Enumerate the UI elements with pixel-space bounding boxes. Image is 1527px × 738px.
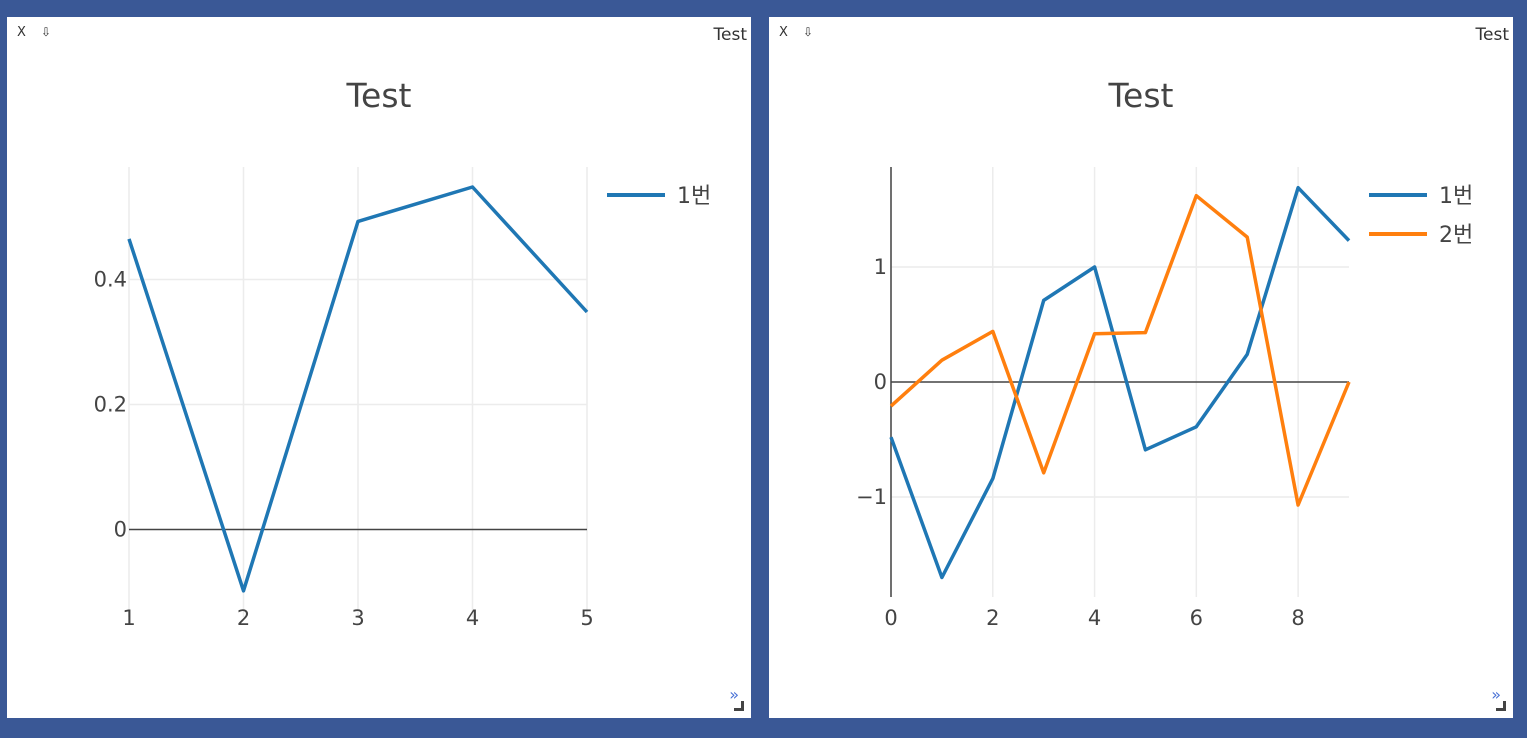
x-tick-label: 0	[884, 606, 897, 630]
x-tick-label: 2	[237, 606, 250, 630]
close-icon[interactable]: X	[779, 25, 788, 40]
close-icon[interactable]: X	[17, 25, 26, 40]
x-tick-label: 2	[986, 606, 999, 630]
expand-icon[interactable]: »	[1491, 685, 1501, 704]
y-tick-label: 0.4	[94, 268, 127, 292]
resize-handle[interactable]	[1496, 701, 1506, 711]
expand-icon[interactable]: »	[729, 685, 739, 704]
chart-title: Test	[346, 76, 412, 115]
line-chart-1: Test 1 2 3 4 5 0 0.2 0.4 1번	[94, 76, 712, 630]
legend-label: 1번	[1439, 184, 1473, 209]
chart-panel-2: X ⇩ Test Test 0 2 4 6 8 −1 0 1 1번 2번 »	[769, 17, 1513, 718]
series-line	[889, 185, 1351, 580]
pin-icon[interactable]: ⇩	[803, 25, 814, 39]
pin-icon[interactable]: ⇩	[41, 25, 52, 39]
x-tick-label: 4	[1088, 606, 1101, 630]
y-tick-label: 1	[874, 255, 887, 279]
y-tick-label: −1	[856, 485, 887, 509]
y-tick-label: 0.2	[94, 393, 127, 417]
chart-panel-1: X ⇩ Test Test 1 2 3 4 5 0 0.2 0.4 1번 »	[7, 17, 751, 718]
legend-label: 1번	[677, 184, 711, 209]
x-tick-label: 6	[1190, 606, 1203, 630]
x-tick-label: 5	[580, 606, 593, 630]
line-chart-2: Test 0 2 4 6 8 −1 0 1 1번 2번	[856, 76, 1473, 630]
series-line	[127, 185, 589, 593]
y-tick-label: 0	[114, 518, 127, 542]
series-line	[889, 193, 1351, 507]
panel-title: Test	[1475, 25, 1509, 45]
x-tick-label: 3	[351, 606, 364, 630]
resize-handle[interactable]	[734, 701, 744, 711]
x-tick-label: 4	[466, 606, 479, 630]
x-tick-label: 1	[122, 606, 135, 630]
y-tick-label: 0	[874, 370, 887, 394]
legend-label: 2번	[1439, 223, 1473, 248]
x-tick-label: 8	[1291, 606, 1304, 630]
panel-title: Test	[713, 25, 747, 45]
chart-title: Test	[1108, 76, 1174, 115]
